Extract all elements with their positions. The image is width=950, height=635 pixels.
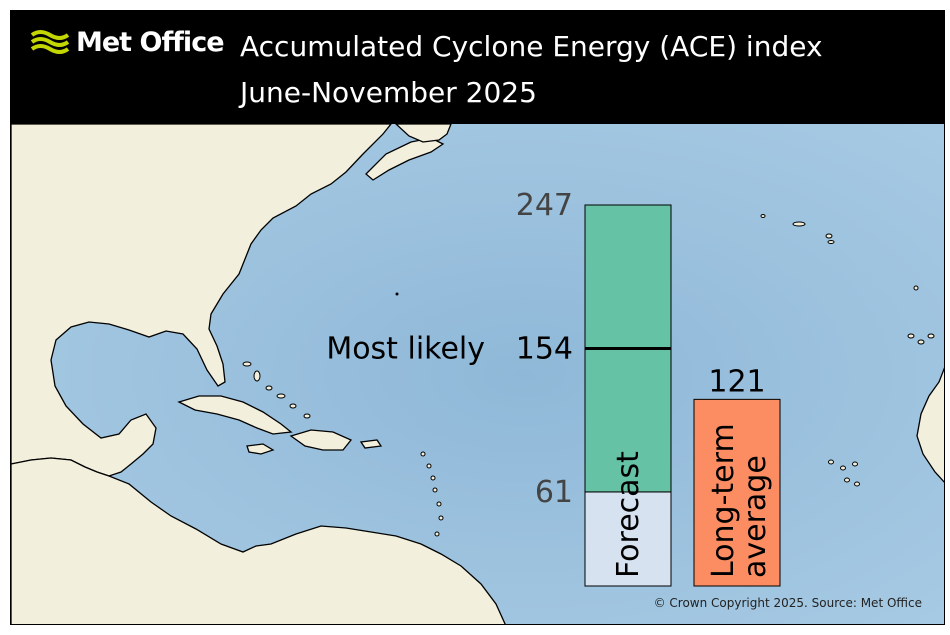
forecast-most-likely-label: 154 — [516, 331, 573, 366]
copyright-note: © Crown Copyright 2025. Source: Met Offi… — [653, 596, 922, 610]
canary-islands — [907, 333, 935, 345]
land-nova-scotia — [365, 137, 445, 181]
land-jamaica — [246, 443, 275, 455]
bahamas-islands — [242, 361, 311, 419]
forecast-bar-base — [584, 491, 672, 587]
most-likely-caption: Most likely — [326, 331, 485, 366]
long-term-average-value: 121 — [708, 364, 765, 399]
forecast-low-label: 61 — [535, 475, 573, 510]
title-line-1: Accumulated Cyclone Energy (ACE) index — [240, 30, 823, 63]
brand-name: Met Office — [76, 26, 225, 58]
cape-verde-islands — [828, 459, 860, 487]
land-bermuda — [395, 292, 399, 296]
header-bar: Met Office Accumulated Cyclone Energy (A… — [10, 10, 945, 123]
title-line-2: June-November 2025 — [240, 76, 537, 109]
long-term-average-bar — [693, 398, 781, 587]
map-svg: 247 154 61 Most likely Forecast 121 Long-terma… — [11, 124, 944, 624]
chart-title: Accumulated Cyclone Energy (ACE) index J… — [240, 24, 823, 116]
long-term-average-label-line2: average — [738, 455, 773, 578]
forecast-bar-label: Forecast — [611, 451, 646, 578]
land-central-south-america — [11, 457, 506, 624]
forecast-high-label: 247 — [516, 188, 573, 223]
land-newfoundland — [395, 124, 452, 143]
azores-islands — [760, 214, 835, 244]
map-panel: 247 154 61 Most likely Forecast 121 Long-term a… — [10, 123, 945, 625]
land-cuba — [177, 395, 293, 435]
lesser-antilles — [420, 451, 444, 537]
land-hispaniola — [289, 429, 353, 451]
land-madeira — [913, 285, 919, 291]
met-office-logo: Met Office — [30, 24, 225, 60]
long-term-average-label-line1: Long-term — [706, 423, 741, 578]
land-north-america — [11, 124, 392, 477]
met-office-wave-icon — [30, 30, 70, 54]
land-puerto-rico — [359, 439, 383, 449]
land-west-africa — [916, 367, 944, 483]
chart-layer: 247 154 61 Most likely Forecast 121 Long-terma… — [326, 188, 781, 587]
